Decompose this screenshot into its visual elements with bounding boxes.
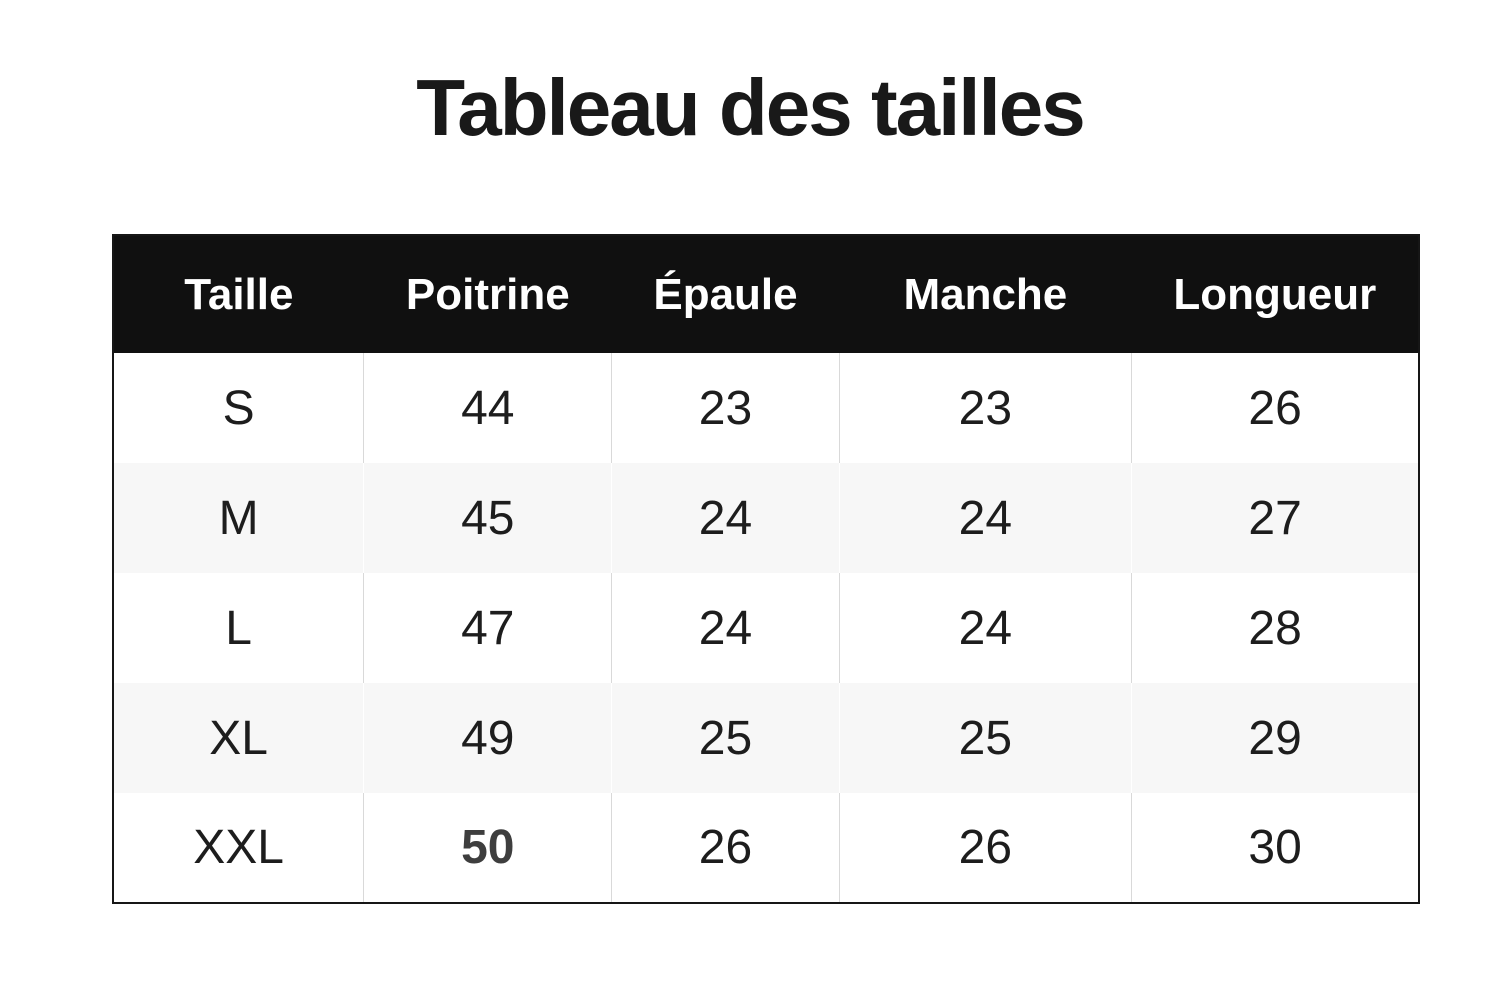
column-header-longueur: Longueur bbox=[1131, 235, 1419, 353]
cell-longueur: 28 bbox=[1248, 601, 1302, 655]
table-row-l: L 47 24 24 28 bbox=[113, 573, 1419, 683]
table-header-row: Taille Poitrine Épaule Manche Longueur bbox=[113, 235, 1419, 353]
cell-taille: M bbox=[113, 463, 365, 573]
column-header-manche: Manche bbox=[839, 235, 1132, 353]
cell-manche: 26 bbox=[839, 793, 1133, 903]
table-row-m: M 45 24 24 27 bbox=[113, 463, 1419, 573]
cell-taille: S bbox=[113, 353, 365, 463]
cell-manche: 23 bbox=[839, 353, 1133, 463]
cell-taille: L bbox=[113, 573, 365, 683]
cell-epaule: 24 bbox=[611, 463, 840, 573]
cell-manche: 24 bbox=[839, 573, 1133, 683]
cell-manche: 24 bbox=[839, 463, 1133, 573]
cell-taille: XXL bbox=[113, 793, 365, 903]
cell-taille: XL bbox=[113, 683, 365, 793]
table-row-s: S 44 23 23 26 bbox=[113, 353, 1419, 463]
column-header-poitrine: Poitrine bbox=[363, 235, 612, 353]
cell-epaule: 25 bbox=[611, 683, 840, 793]
cell-poitrine: 45 bbox=[363, 463, 613, 573]
cell-poitrine-emphasis: 50 bbox=[363, 793, 613, 903]
cell-epaule: 24 bbox=[611, 573, 840, 683]
cell-poitrine: 49 bbox=[363, 683, 613, 793]
cell-longueur: 29 bbox=[1248, 711, 1302, 765]
cell-epaule: 26 bbox=[611, 793, 840, 903]
cell-poitrine: 47 bbox=[363, 573, 613, 683]
page-title: Tableau des tailles bbox=[416, 63, 1085, 152]
cell-longueur: 26 bbox=[1248, 381, 1302, 435]
cell-longueur: 30 bbox=[1248, 821, 1302, 874]
cell-manche: 25 bbox=[839, 683, 1133, 793]
table-row-xl: XL 49 25 25 29 bbox=[113, 683, 1419, 793]
cell-epaule: 23 bbox=[611, 353, 840, 463]
column-header-epaule: Épaule bbox=[611, 235, 840, 353]
column-header-taille: Taille bbox=[113, 235, 364, 353]
cell-poitrine: 44 bbox=[363, 353, 613, 463]
table-row-xxl: XXL 50 26 26 30 bbox=[113, 793, 1419, 903]
size-chart-table: Taille Poitrine Épaule Manche Longueur S… bbox=[112, 234, 1420, 904]
cell-longueur: 27 bbox=[1248, 491, 1302, 545]
